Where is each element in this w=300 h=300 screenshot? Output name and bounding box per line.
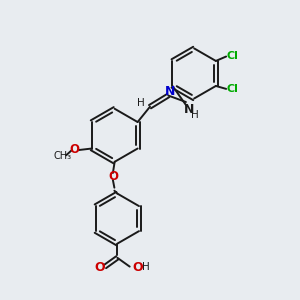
Text: H: H xyxy=(191,110,199,120)
Text: O: O xyxy=(69,143,79,157)
Text: CH₃: CH₃ xyxy=(53,152,71,161)
Text: O: O xyxy=(94,261,105,274)
Text: H: H xyxy=(137,98,144,108)
Text: Cl: Cl xyxy=(227,51,239,61)
Text: H: H xyxy=(142,262,150,272)
Text: Cl: Cl xyxy=(227,84,239,94)
Text: N: N xyxy=(164,85,175,98)
Text: O: O xyxy=(133,261,143,274)
Text: N: N xyxy=(184,103,195,116)
Text: O: O xyxy=(108,170,118,183)
